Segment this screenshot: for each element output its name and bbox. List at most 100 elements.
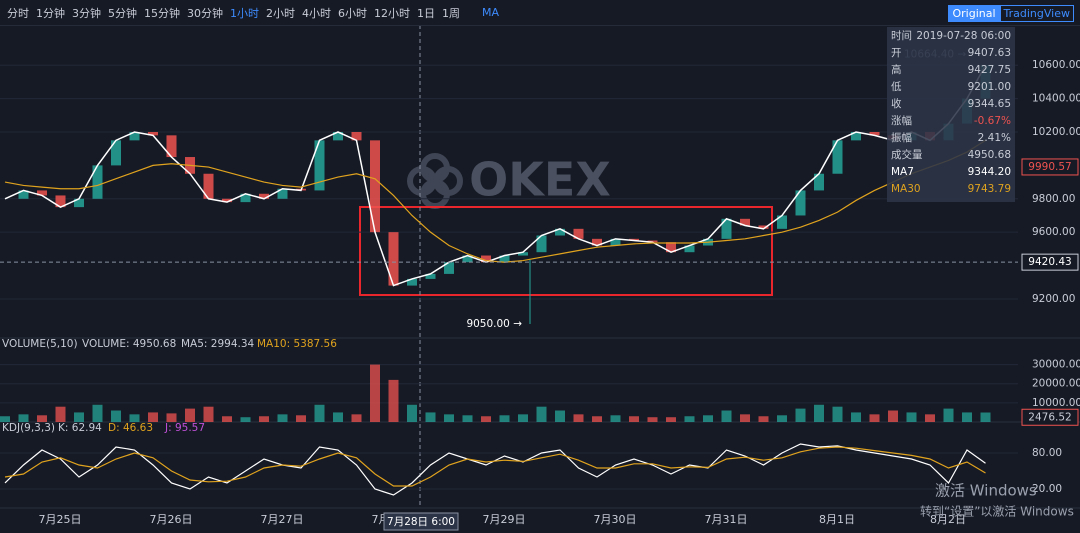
candle xyxy=(610,238,621,246)
info-value: 2019-07-28 06:00 xyxy=(916,29,1011,42)
candle xyxy=(592,238,602,246)
volume-bar xyxy=(277,414,288,422)
volume-bar xyxy=(499,415,510,422)
info-row: 时间 2019-07-28 06:00 xyxy=(887,27,1015,44)
volume-bar xyxy=(203,406,214,422)
info-label: 涨幅 xyxy=(891,115,912,127)
info-value: 4950.68 xyxy=(967,148,1011,161)
volume-bar xyxy=(111,410,121,422)
candle xyxy=(222,198,232,203)
ma-line xyxy=(4,139,986,263)
info-value: 9427.75 xyxy=(967,63,1011,76)
indicator-button[interactable]: MA xyxy=(482,6,500,19)
candle xyxy=(351,132,362,141)
volume-bar xyxy=(832,406,843,422)
volume-bar xyxy=(925,414,935,422)
kdj-line xyxy=(4,443,986,496)
candle xyxy=(148,132,158,136)
interval-button[interactable]: 4小时 xyxy=(302,6,331,20)
info-row: 收 9344.65 xyxy=(887,95,1015,112)
volume-bar xyxy=(351,414,362,422)
info-row: 振幅 2.41% xyxy=(887,129,1015,146)
interval-button[interactable]: 2小时 xyxy=(266,6,295,20)
volume-bar xyxy=(703,415,713,422)
info-label: 时间 xyxy=(891,30,912,42)
candle xyxy=(740,218,750,226)
y-tick-label: 30000.00 xyxy=(1032,359,1080,371)
info-value: 2.41% xyxy=(977,131,1011,144)
candle xyxy=(333,132,343,141)
volume-bar xyxy=(92,404,103,422)
volume-bar xyxy=(869,414,880,422)
candle xyxy=(795,190,806,216)
candle xyxy=(814,173,824,191)
interval-button[interactable]: 分时 xyxy=(7,6,29,20)
volume-bar xyxy=(943,408,954,422)
candle xyxy=(536,235,547,253)
candle xyxy=(74,198,84,208)
candle xyxy=(18,190,29,199)
x-tick-label: 7月27日 xyxy=(261,513,304,526)
y-tick-label: 80.00 xyxy=(1032,447,1062,459)
interval-button[interactable]: 1日 xyxy=(417,6,435,20)
interval-button[interactable]: 1分钟 xyxy=(36,6,65,20)
volume-bar xyxy=(814,404,824,422)
volume-bar xyxy=(407,404,417,422)
os-notice: 激活 Windows xyxy=(935,482,1037,500)
legend-item: MA10: 5387.56 xyxy=(257,338,337,350)
info-row: 涨幅 -0.67% xyxy=(887,112,1015,129)
legend-item: MA5: 2994.34 xyxy=(181,338,255,350)
interval-button[interactable]: 1小时 xyxy=(230,6,259,20)
volume-bar xyxy=(851,412,861,422)
volume-bar xyxy=(370,364,380,422)
candle xyxy=(851,132,861,141)
volume-ma-box xyxy=(1021,408,1079,426)
volume-bar xyxy=(555,410,565,422)
info-value: 9344.65 xyxy=(967,97,1011,110)
volume-bar xyxy=(573,414,584,422)
ma-price-box xyxy=(1021,158,1079,176)
candle xyxy=(55,195,66,208)
interval-button[interactable]: 1周 xyxy=(442,6,460,20)
interval-button[interactable]: 30分钟 xyxy=(187,6,223,20)
candle xyxy=(407,278,417,286)
interval-button[interactable]: 6小时 xyxy=(338,6,367,20)
x-tick-label: 8月1日 xyxy=(819,513,855,526)
view-tab[interactable]: Original xyxy=(948,5,1000,22)
interval-button[interactable]: 12小时 xyxy=(374,6,410,20)
info-label: MA7 xyxy=(891,165,914,178)
interval-button[interactable]: 3分钟 xyxy=(72,6,101,20)
legend-item: VOLUME(5,10) xyxy=(2,338,78,350)
interval-button[interactable]: 15分钟 xyxy=(144,6,180,20)
info-row: 开 9407.63 xyxy=(887,44,1015,61)
y-tick-label: 9600.00 xyxy=(1032,226,1075,238)
volume-bar xyxy=(55,406,66,422)
ma-price-label: 9990.57 xyxy=(1028,161,1071,173)
candle xyxy=(666,242,676,253)
legend-item: D: 46.63 xyxy=(108,422,153,434)
candle xyxy=(92,165,103,199)
close-line xyxy=(4,64,987,287)
volume-bar xyxy=(462,415,473,422)
volume-bar xyxy=(906,412,917,422)
candle xyxy=(370,140,380,233)
info-label: MA30 xyxy=(891,182,921,195)
volume-bar xyxy=(721,410,732,422)
interval-button[interactable]: 5分钟 xyxy=(108,6,137,20)
x-tick-label: 7月31日 xyxy=(705,513,748,526)
candle xyxy=(555,228,565,236)
volume-bar xyxy=(962,412,972,422)
volume-bar xyxy=(777,415,787,422)
info-label: 高 xyxy=(891,64,902,76)
candle xyxy=(314,140,325,191)
volume-bar xyxy=(129,414,140,422)
volume-bar xyxy=(518,414,528,422)
volume-bar xyxy=(740,414,750,422)
candle xyxy=(518,252,528,256)
toolbar: 分时 1分钟 3分钟 5分钟 15分钟 30分钟 1小时 2小时 4小时 6小时 12小时 1日 1周 M… xyxy=(0,0,1080,26)
view-tab[interactable]: TradingView xyxy=(999,5,1074,22)
info-row: MA7 9344.20 xyxy=(887,163,1015,180)
info-label: 开 xyxy=(891,47,902,59)
info-row: 高 9427.75 xyxy=(887,61,1015,78)
volume-bar xyxy=(444,414,454,422)
